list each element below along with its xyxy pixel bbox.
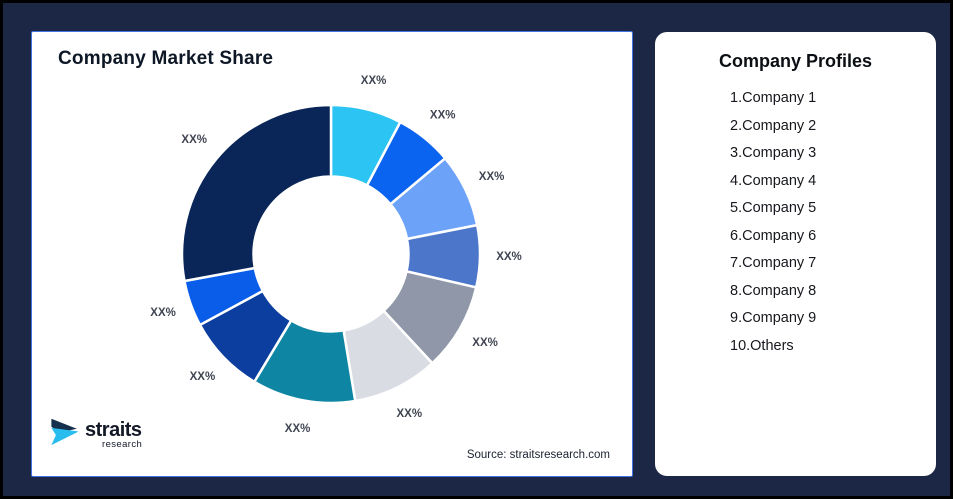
slice-label-4: XX%	[496, 251, 522, 263]
slice-label-10: XX%	[181, 134, 207, 146]
company-list-item: 8.Company 8	[730, 282, 817, 299]
slice-label-3: XX%	[479, 171, 505, 183]
donut-chart: XX% XX% XX% XX% XX% XX% XX% XX% XX% XX%	[150, 75, 522, 435]
company-profiles-card: Company Profiles 1.Company 1 2.Company 2 3…	[655, 32, 936, 476]
logo-text-primary: straits	[85, 419, 142, 441]
company-list-item: 7.Company 7	[730, 255, 817, 271]
company-list-item: 10.Others	[730, 337, 794, 354]
logo-text-secondary: research	[102, 439, 143, 450]
donut-slice-10	[180, 103, 333, 283]
straits-logo-icon	[51, 418, 79, 446]
company-list-item: 3.Company 3	[730, 145, 817, 161]
company-list-item: 1.Company 1	[730, 90, 817, 106]
slice-label-6: XX%	[397, 408, 423, 420]
source-attribution: Source: straitsresearch.com	[466, 449, 610, 461]
straits-research-logo: straits research	[49, 416, 142, 450]
slice-label-9: XX%	[150, 307, 176, 319]
company-list-item: 5.Company 5	[730, 200, 817, 216]
company-list-item: 6.Company 6	[730, 227, 817, 244]
logo-text: straits research	[85, 416, 142, 450]
market-share-card: XX% XX% XX% XX% XX% XX% XX% XX% XX% XX% Company M…	[31, 31, 633, 477]
company-list: 1.Company 1 2.Company 2 3.Company 3 4.Compa…	[655, 85, 936, 360]
slice-label-1: XX%	[361, 75, 387, 87]
slice-label-8: XX%	[190, 371, 216, 383]
company-list-item: 4.Company 4	[730, 172, 817, 189]
slice-label-2: XX%	[430, 109, 456, 121]
company-list-item: 2.Company 2	[730, 117, 817, 134]
slice-label-5: XX%	[472, 337, 498, 349]
company-list-item: 9.Company 9	[730, 310, 817, 326]
slice-label-7: XX%	[285, 423, 311, 435]
profiles-title: Company Profiles	[718, 51, 873, 71]
chart-title: Company Market Share	[58, 48, 274, 69]
